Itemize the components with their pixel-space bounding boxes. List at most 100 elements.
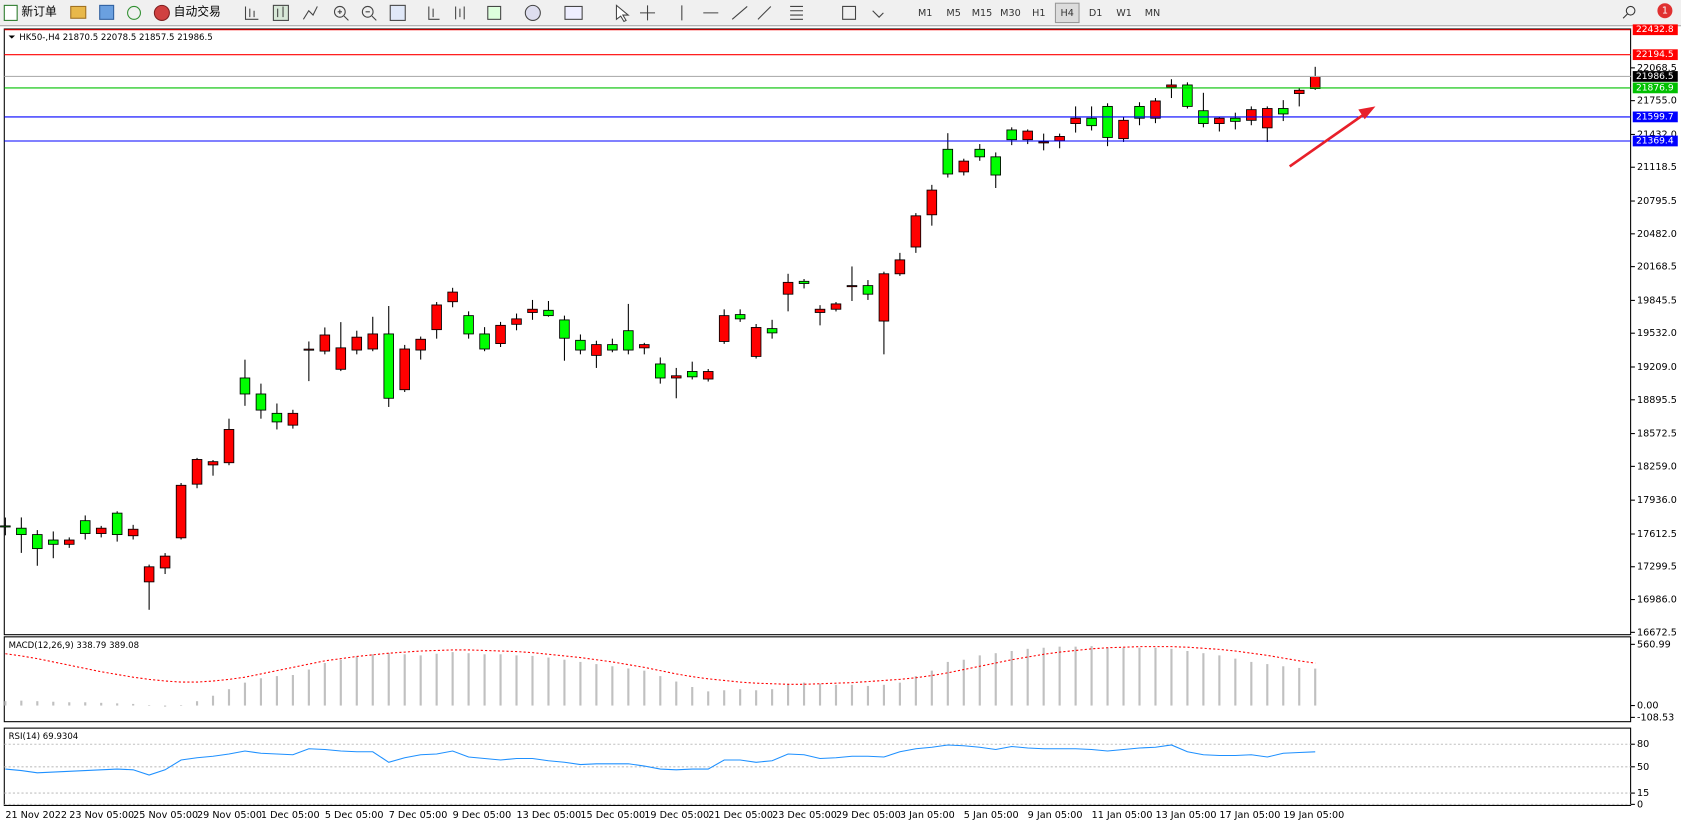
pane-title: MACD(12,26,9) 338.79 389.08 bbox=[9, 641, 140, 651]
candle-body bbox=[1022, 130, 1033, 141]
candle-body bbox=[1278, 108, 1289, 115]
timeframe-button[interactable]: W1 bbox=[1116, 8, 1132, 19]
price-level-label: 21876.9 bbox=[1636, 83, 1674, 93]
candle-body bbox=[1102, 105, 1113, 138]
timeframe-button[interactable]: M1 bbox=[918, 8, 932, 19]
candle-body bbox=[271, 412, 283, 423]
candle-body bbox=[942, 148, 954, 175]
x-tick-label: 29 Nov 05:00 bbox=[197, 810, 262, 821]
candle-body bbox=[718, 315, 730, 342]
candle-body bbox=[607, 344, 618, 351]
icon-button[interactable] bbox=[99, 4, 115, 20]
candle-body bbox=[1230, 117, 1241, 122]
x-tick-label: 25 Nov 05:00 bbox=[133, 810, 198, 821]
y-tick-label: 17936.0 bbox=[1637, 495, 1677, 506]
x-tick-label: 5 Dec 05:00 bbox=[325, 810, 384, 821]
y-tick-label: 19845.5 bbox=[1637, 295, 1677, 306]
timeframe-button[interactable]: M15 bbox=[972, 8, 993, 19]
auto-trading-label: 自动交易 bbox=[174, 4, 221, 18]
candle-body bbox=[862, 285, 874, 295]
x-tick-label: 11 Jan 05:00 bbox=[1092, 810, 1153, 821]
y-tick-label: 560.99 bbox=[1637, 639, 1671, 650]
y-tick-label: 21118.5 bbox=[1637, 162, 1677, 173]
y-tick-label: 50 bbox=[1637, 762, 1649, 773]
candle-body bbox=[64, 539, 75, 545]
timeframe-button[interactable]: M5 bbox=[946, 8, 960, 19]
timeframe-button[interactable]: MN bbox=[1145, 8, 1161, 19]
x-tick-label: 13 Dec 05:00 bbox=[517, 810, 582, 821]
candle-body bbox=[527, 308, 538, 313]
candle-body bbox=[511, 318, 522, 325]
y-tick-label: 18895.5 bbox=[1637, 395, 1677, 406]
candle-body bbox=[734, 314, 746, 320]
candle-body bbox=[127, 528, 139, 537]
y-tick-label: -108.53 bbox=[1637, 712, 1674, 723]
price-level-tag bbox=[1632, 49, 1678, 61]
toolbar-icons bbox=[244, 4, 884, 23]
candle-body bbox=[639, 344, 650, 349]
candle-body bbox=[16, 527, 27, 536]
candle-body bbox=[32, 534, 43, 550]
notification-badge[interactable] bbox=[1657, 3, 1673, 19]
candle-body bbox=[1182, 84, 1193, 107]
candle-body bbox=[255, 393, 267, 411]
candle-body bbox=[207, 461, 219, 466]
x-tick-label: 3 Jan 05:00 bbox=[900, 810, 955, 821]
candle-body bbox=[111, 512, 123, 536]
y-tick-label: 0.00 bbox=[1637, 701, 1658, 712]
price-level-label: 21986.5 bbox=[1636, 72, 1674, 82]
candle-body bbox=[303, 348, 315, 351]
x-tick-label: 9 Jan 05:00 bbox=[1028, 810, 1083, 821]
candle-body bbox=[95, 527, 107, 534]
candle-body bbox=[1070, 117, 1081, 124]
candle-body bbox=[1309, 76, 1321, 90]
candle-body bbox=[686, 371, 698, 378]
y-tick-label: 16986.0 bbox=[1637, 595, 1677, 606]
rsi-line bbox=[5, 744, 1316, 776]
auto-trading-button[interactable]: 自动交易 bbox=[153, 4, 221, 21]
candle-body bbox=[1262, 108, 1273, 129]
timeframe-bar: M1 M5 M15 M30 H1 H4 D1 W1 MN bbox=[918, 2, 1161, 24]
candle-body bbox=[351, 336, 363, 351]
pane-menu[interactable] bbox=[8, 35, 16, 39]
x-tick-label: 21 Nov 2022 bbox=[5, 810, 67, 821]
new-order-button[interactable]: 新订单 bbox=[3, 4, 57, 21]
candle-body bbox=[846, 285, 858, 288]
candle-body bbox=[671, 375, 682, 379]
candle-body bbox=[1086, 117, 1097, 127]
candle-body bbox=[319, 334, 331, 352]
candle-body bbox=[1134, 105, 1145, 119]
candle-body bbox=[447, 291, 458, 303]
y-tick-label: 18259.0 bbox=[1637, 461, 1677, 472]
new-order-label: 新订单 bbox=[21, 4, 57, 18]
price-level-tag bbox=[1632, 135, 1678, 147]
candle-body bbox=[910, 215, 922, 248]
candle-body bbox=[990, 156, 1001, 176]
candle-body bbox=[191, 459, 203, 485]
candle-body bbox=[1150, 100, 1161, 119]
pane-title: RSI(14) 69.9304 bbox=[9, 732, 79, 742]
price-level-label: 22194.5 bbox=[1636, 50, 1674, 60]
candle-body bbox=[543, 309, 554, 317]
x-tick-label: 1 Dec 05:00 bbox=[261, 810, 320, 821]
y-tick-label: 80 bbox=[1637, 739, 1649, 750]
x-tick-label: 29 Dec 05:00 bbox=[836, 810, 901, 821]
candle-body bbox=[623, 330, 634, 351]
icon-button[interactable] bbox=[127, 5, 141, 20]
x-tick-label: 13 Jan 05:00 bbox=[1155, 810, 1216, 821]
candle-body bbox=[495, 324, 506, 344]
chart-header: HK50-,H4 21870.5 22078.5 21857.5 21986.5 bbox=[19, 33, 212, 43]
candle-body bbox=[830, 303, 842, 310]
icon-button[interactable] bbox=[70, 5, 87, 19]
candle-body bbox=[159, 555, 171, 569]
toolbar bbox=[0, 0, 1681, 26]
timeframe-button[interactable]: H1 bbox=[1032, 8, 1045, 19]
y-tick-label: 16672.5 bbox=[1637, 627, 1677, 638]
y-tick-label: 19209.0 bbox=[1637, 362, 1677, 373]
candle-body bbox=[399, 348, 410, 391]
timeframe-button[interactable]: H4 bbox=[1061, 8, 1074, 19]
timeframe-button[interactable]: D1 bbox=[1089, 8, 1103, 19]
timeframe-button[interactable]: M30 bbox=[1000, 8, 1021, 19]
candle-body bbox=[655, 363, 666, 379]
